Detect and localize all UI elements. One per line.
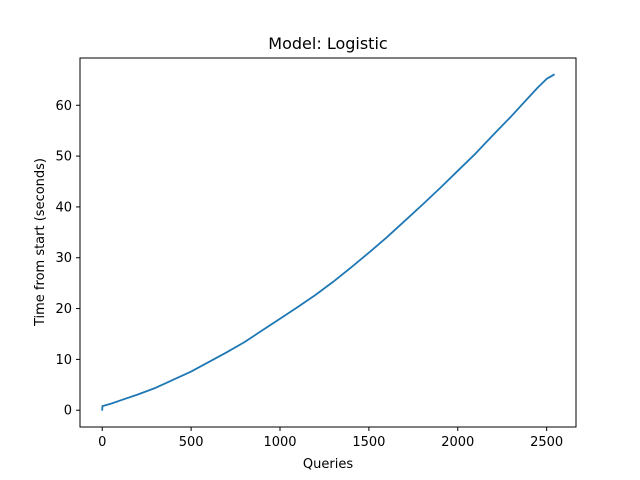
y-tick-label: 30 (55, 251, 72, 266)
x-axis-label: Queries (303, 457, 353, 472)
plot-frame (79, 57, 577, 428)
y-tick-label: 10 (55, 353, 72, 368)
chart-title: Model: Logistic (268, 34, 387, 53)
plot-area (101, 73, 556, 411)
y-tick-label: 60 (55, 99, 72, 114)
y-tick-label: 50 (55, 150, 72, 165)
x-tick-label: 1500 (352, 435, 385, 450)
x-axis-ticks: 0 500 1000 1500 2000 2500 (98, 427, 563, 450)
y-tick-label: 20 (55, 302, 72, 317)
y-tick-label: 40 (55, 200, 72, 215)
series-line (101, 73, 556, 411)
x-tick-label: 1000 (263, 435, 296, 450)
y-axis-ticks: 0 10 20 30 40 50 60 (55, 99, 80, 419)
x-tick-label: 0 (98, 435, 106, 450)
y-tick-label: 0 (64, 404, 72, 419)
y-axis-label: Time from start (seconds) (33, 158, 48, 327)
x-tick-label: 2500 (530, 435, 563, 450)
x-tick-label: 500 (179, 435, 204, 450)
x-tick-label: 2000 (441, 435, 474, 450)
